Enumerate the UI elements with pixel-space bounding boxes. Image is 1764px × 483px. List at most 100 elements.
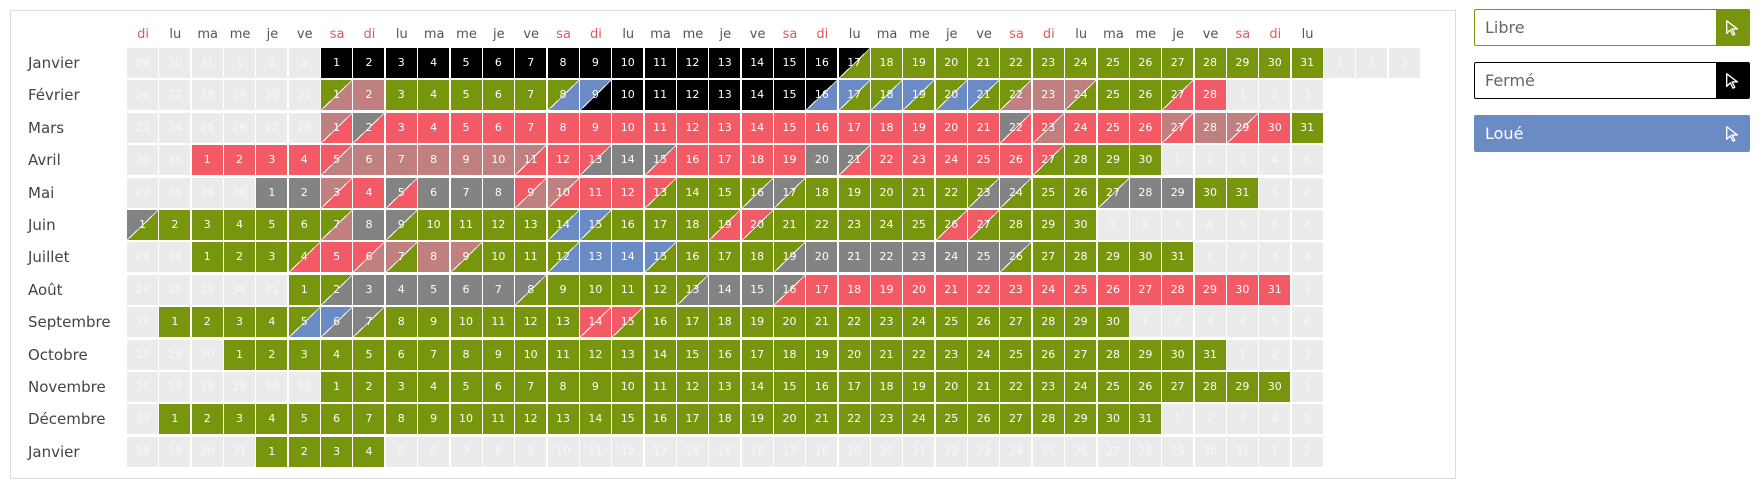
day-cell[interactable]: 17 xyxy=(709,242,741,273)
day-cell[interactable]: 1 xyxy=(159,307,191,338)
day-cell[interactable]: 26 xyxy=(1129,80,1161,111)
day-cell[interactable]: 4 xyxy=(418,112,450,143)
day-cell[interactable]: 2 xyxy=(353,48,385,78)
day-cell[interactable]: 18 xyxy=(871,80,903,111)
day-cell[interactable]: 6 xyxy=(482,80,514,111)
day-cell[interactable]: 12 xyxy=(676,112,708,143)
day-cell[interactable]: 27 xyxy=(1129,274,1161,305)
day-cell[interactable]: 17 xyxy=(676,404,708,435)
day-cell[interactable]: 6 xyxy=(353,242,385,273)
day-cell[interactable]: 16 xyxy=(774,274,805,305)
day-cell[interactable]: 28 xyxy=(1194,372,1226,402)
day-cell[interactable]: 28 xyxy=(1065,145,1097,176)
day-cell[interactable]: 8 xyxy=(547,112,579,143)
day-cell[interactable]: 8 xyxy=(515,274,547,305)
day-cell[interactable]: 18 xyxy=(871,48,903,78)
day-cell[interactable]: 1 xyxy=(288,274,320,305)
day-cell[interactable]: 18 xyxy=(709,404,741,435)
day-cell[interactable]: 20 xyxy=(935,80,967,111)
day-cell[interactable]: 12 xyxy=(676,372,708,402)
day-cell[interactable]: 4 xyxy=(256,307,288,338)
day-cell[interactable]: 15 xyxy=(676,339,708,370)
day-cell[interactable]: 4 xyxy=(288,145,320,176)
day-cell[interactable]: 28 xyxy=(1097,339,1129,370)
day-cell[interactable]: 16 xyxy=(806,80,838,111)
day-cell[interactable]: 15 xyxy=(579,210,611,240)
day-cell[interactable]: 5 xyxy=(288,307,320,338)
day-cell[interactable]: 13 xyxy=(612,339,644,370)
day-cell[interactable]: 20 xyxy=(871,177,903,208)
day-cell[interactable]: 8 xyxy=(353,210,385,240)
day-cell[interactable]: 8 xyxy=(385,307,417,338)
day-cell[interactable]: 17 xyxy=(774,177,805,208)
day-cell[interactable]: 8 xyxy=(450,339,482,370)
day-cell[interactable]: 18 xyxy=(676,210,708,240)
day-cell[interactable]: 16 xyxy=(612,210,644,240)
day-cell[interactable]: 24 xyxy=(1065,80,1097,111)
day-cell[interactable]: 12 xyxy=(612,177,644,208)
day-cell[interactable]: 22 xyxy=(903,339,935,370)
day-cell[interactable]: 13 xyxy=(547,404,579,435)
day-cell[interactable]: 25 xyxy=(935,404,967,435)
day-cell[interactable]: 22 xyxy=(1000,80,1032,111)
day-cell[interactable]: 24 xyxy=(1032,274,1064,305)
day-cell[interactable]: 1 xyxy=(321,372,353,402)
day-cell[interactable]: 27 xyxy=(1162,372,1194,402)
day-cell[interactable]: 19 xyxy=(838,177,870,208)
day-cell[interactable]: 4 xyxy=(321,339,353,370)
day-cell[interactable]: 3 xyxy=(191,210,223,240)
day-cell[interactable]: 19 xyxy=(903,80,935,111)
day-cell[interactable]: 5 xyxy=(321,242,353,273)
day-cell[interactable]: 19 xyxy=(806,339,838,370)
day-cell[interactable]: 7 xyxy=(353,404,385,435)
day-cell[interactable]: 31 xyxy=(1291,112,1323,143)
day-cell[interactable]: 10 xyxy=(612,48,644,78)
day-cell[interactable]: 14 xyxy=(612,145,644,176)
day-cell[interactable]: 24 xyxy=(903,404,935,435)
day-cell[interactable]: 24 xyxy=(935,242,967,273)
day-cell[interactable]: 3 xyxy=(321,177,353,208)
day-cell[interactable]: 16 xyxy=(806,48,838,78)
day-cell[interactable]: 16 xyxy=(676,242,708,273)
day-cell[interactable]: 26 xyxy=(1000,242,1032,273)
day-cell[interactable]: 5 xyxy=(450,372,482,402)
day-cell[interactable]: 21 xyxy=(968,80,1000,111)
day-cell[interactable]: 3 xyxy=(385,80,417,111)
day-cell[interactable]: 17 xyxy=(676,307,708,338)
day-cell[interactable]: 28 xyxy=(1065,242,1097,273)
day-cell[interactable]: 5 xyxy=(418,274,450,305)
day-cell[interactable]: 7 xyxy=(450,177,482,208)
day-cell[interactable]: 17 xyxy=(838,112,870,143)
legend-closed[interactable]: Fermé xyxy=(1474,62,1750,99)
day-cell[interactable]: 2 xyxy=(191,307,223,338)
day-cell[interactable]: 2 xyxy=(353,80,385,111)
day-cell[interactable]: 30 xyxy=(1162,339,1194,370)
day-cell[interactable]: 9 xyxy=(482,339,514,370)
day-cell[interactable]: 25 xyxy=(1097,112,1129,143)
legend-free[interactable]: Libre xyxy=(1474,9,1750,46)
day-cell[interactable]: 12 xyxy=(515,404,547,435)
day-cell[interactable]: 24 xyxy=(871,210,903,240)
day-cell[interactable]: 1 xyxy=(159,404,191,435)
day-cell[interactable]: 23 xyxy=(1032,80,1064,111)
day-cell[interactable]: 25 xyxy=(1097,372,1129,402)
day-cell[interactable]: 25 xyxy=(1065,274,1097,305)
day-cell[interactable]: 5 xyxy=(385,177,417,208)
day-cell[interactable]: 20 xyxy=(774,404,805,435)
day-cell[interactable]: 17 xyxy=(838,372,870,402)
day-cell[interactable]: 13 xyxy=(709,112,741,143)
day-cell[interactable]: 1 xyxy=(191,242,223,273)
day-cell[interactable]: 18 xyxy=(741,145,773,176)
day-cell[interactable]: 5 xyxy=(256,210,288,240)
day-cell[interactable]: 6 xyxy=(450,274,482,305)
day-cell[interactable]: 11 xyxy=(482,307,514,338)
day-cell[interactable]: 15 xyxy=(612,307,644,338)
day-cell[interactable]: 29 xyxy=(1065,307,1097,338)
day-cell[interactable]: 19 xyxy=(903,48,935,78)
day-cell[interactable]: 28 xyxy=(1032,404,1064,435)
day-cell[interactable]: 26 xyxy=(968,307,1000,338)
day-cell[interactable]: 13 xyxy=(579,145,611,176)
day-cell[interactable]: 14 xyxy=(644,339,676,370)
day-cell[interactable]: 21 xyxy=(935,274,967,305)
day-cell[interactable]: 30 xyxy=(1129,242,1161,273)
